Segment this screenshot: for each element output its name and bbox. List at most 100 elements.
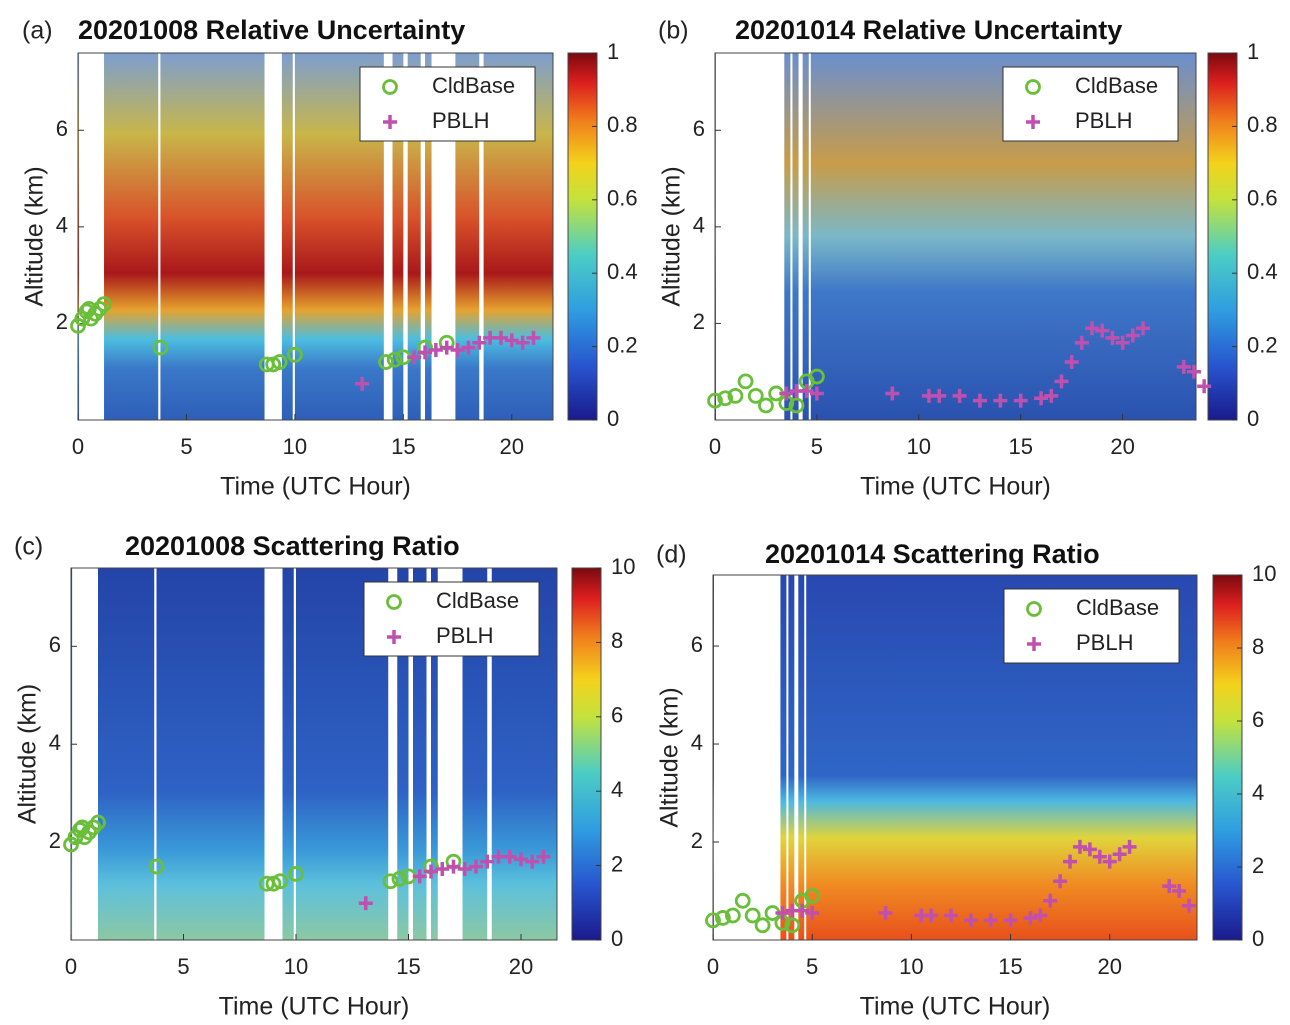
pblh-marker (446, 859, 461, 874)
pblh-marker (1082, 842, 1097, 857)
pblh-marker (1115, 335, 1130, 350)
data-gap (420, 53, 426, 420)
legend-label: PBLH (1075, 108, 1132, 133)
data-gap (154, 568, 157, 940)
cloud-base-marker (1025, 79, 1041, 95)
pblh-marker (1013, 393, 1028, 408)
cloud-base-marker (754, 917, 771, 934)
cloud-base-marker (391, 870, 408, 887)
x-tick-label: 15 (998, 954, 1022, 979)
colorbar-tick-label: 0 (1252, 926, 1264, 951)
plot-frame (77, 52, 554, 421)
colorbar-tick-label: 2 (1252, 853, 1264, 878)
data-gap (790, 53, 793, 420)
colorbar-tick-label: 10 (611, 554, 635, 579)
data-gap (292, 53, 295, 420)
pblh-marker (1182, 898, 1197, 913)
x-tick-label: 10 (899, 954, 923, 979)
x-tick-label: 15 (1008, 434, 1032, 459)
data-gap (408, 568, 413, 940)
chart-title: 20201008 Relative Uncertainty (78, 15, 465, 45)
pblh-marker (1072, 839, 1087, 854)
pblh-marker (944, 908, 959, 923)
data-gap (264, 568, 283, 940)
data-gap (786, 575, 789, 940)
pblh-marker (1095, 323, 1110, 338)
pblh-marker (387, 630, 401, 644)
cloud-base-marker (717, 390, 734, 407)
y-tick-label: 2 (56, 309, 68, 334)
x-tick-label: 15 (391, 434, 415, 459)
pblh-marker (407, 350, 422, 365)
y-tick-label: 4 (691, 730, 703, 755)
data-gap (403, 53, 408, 420)
pblh-marker (457, 862, 472, 877)
pblh-marker (972, 393, 987, 408)
pblh-marker (993, 393, 1008, 408)
pblh-marker (1122, 839, 1137, 854)
panel: (c) 20201008 Scattering Ratio Time (UTC Ho… (14, 531, 636, 1020)
pblh-marker (952, 388, 967, 403)
colorbar-tick-label: 0 (607, 406, 619, 431)
y-tick-label: 2 (49, 828, 61, 853)
colorbar-tick-label: 4 (1252, 780, 1264, 805)
y-tick-label: 4 (56, 213, 68, 238)
x-tick-label: 20 (509, 954, 533, 979)
cloud-base-marker (96, 296, 112, 313)
data-gap (388, 568, 398, 940)
data-gap (479, 53, 484, 420)
cloud-base-marker (386, 594, 402, 610)
data-gap (79, 53, 105, 420)
pblh-marker (472, 335, 487, 350)
pblh-marker (1034, 391, 1049, 406)
pblh-marker (1026, 115, 1040, 129)
chart-title: 20201014 Relative Uncertainty (735, 15, 1122, 45)
data-gap (808, 53, 811, 420)
data-gap (713, 575, 781, 940)
colorbar (1212, 574, 1243, 941)
pblh-marker (515, 335, 530, 350)
colorbar-tick-label: 6 (611, 703, 623, 728)
colorbar-tick-label: 0.8 (1247, 112, 1278, 137)
data-gap (72, 568, 98, 940)
x-tick-label: 0 (65, 954, 77, 979)
panel-label: (c) (14, 533, 43, 561)
colorbar-tick-label: 0.4 (1247, 259, 1278, 284)
x-tick-label: 5 (806, 954, 818, 979)
pblh-marker (493, 330, 508, 345)
colorbar-tick-label: 8 (611, 628, 623, 653)
cloud-base-marker (382, 873, 399, 890)
pblh-marker (1186, 364, 1201, 379)
pblh-marker (1027, 637, 1041, 651)
pblh-marker (1162, 879, 1177, 894)
pblh-marker (1043, 893, 1058, 908)
pblh-marker (461, 340, 476, 355)
cloud-base-marker (288, 866, 304, 882)
panel: (b) 20201014 Relative Uncertainty Time (UT… (658, 15, 1278, 500)
cloud-base-marker (744, 907, 761, 924)
y-axis-label: Altitude (km) (658, 166, 686, 306)
pblh-marker (428, 342, 443, 357)
cloud-base-marker (758, 397, 774, 414)
pblh-marker (983, 913, 998, 928)
pblh-marker (418, 345, 433, 360)
data-gap (264, 53, 282, 420)
pblh-marker (504, 333, 519, 348)
cloud-base-marker (90, 814, 106, 831)
data-gap (487, 568, 492, 940)
pblh-marker (1053, 874, 1068, 889)
colorbar-tick-label: 0.6 (1247, 186, 1278, 211)
pblh-marker (525, 854, 540, 869)
colorbar (1207, 52, 1238, 421)
cloud-base-marker (386, 351, 403, 368)
pblh-marker (878, 906, 893, 921)
pblh-marker (502, 849, 517, 864)
y-tick-label: 4 (693, 213, 705, 238)
y-tick-label: 2 (691, 828, 703, 853)
chart-title: 20201008 Scattering Ratio (125, 531, 460, 561)
pblh-marker (536, 849, 551, 864)
pblh-marker (450, 342, 465, 357)
data-gap (804, 575, 807, 940)
panel-label: (b) (658, 17, 689, 45)
pblh-marker (355, 376, 370, 391)
